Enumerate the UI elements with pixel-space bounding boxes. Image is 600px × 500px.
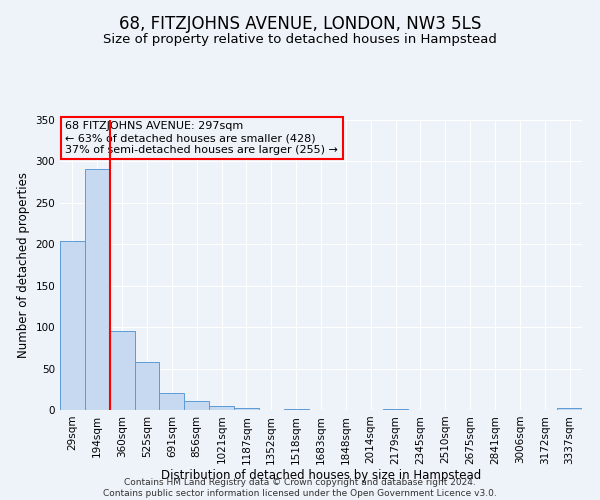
Bar <box>85 169 110 410</box>
Bar <box>209 406 234 410</box>
Y-axis label: Number of detached properties: Number of detached properties <box>17 172 30 358</box>
Bar <box>160 392 184 410</box>
Text: 68 FITZJOHNS AVENUE: 297sqm
← 63% of detached houses are smaller (428)
37% of se: 68 FITZJOHNS AVENUE: 297sqm ← 63% of det… <box>65 122 338 154</box>
Text: Size of property relative to detached houses in Hampstead: Size of property relative to detached ho… <box>103 32 497 46</box>
Text: 68, FITZJOHNS AVENUE, LONDON, NW3 5LS: 68, FITZJOHNS AVENUE, LONDON, NW3 5LS <box>119 15 481 33</box>
Bar <box>284 409 308 410</box>
Bar <box>557 408 582 410</box>
Bar <box>383 409 408 410</box>
Bar <box>60 241 85 410</box>
Bar <box>234 408 259 410</box>
Bar <box>184 401 209 410</box>
X-axis label: Distribution of detached houses by size in Hampstead: Distribution of detached houses by size … <box>161 469 481 482</box>
Bar <box>134 362 160 410</box>
Bar <box>110 332 134 410</box>
Text: Contains HM Land Registry data © Crown copyright and database right 2024.
Contai: Contains HM Land Registry data © Crown c… <box>103 478 497 498</box>
